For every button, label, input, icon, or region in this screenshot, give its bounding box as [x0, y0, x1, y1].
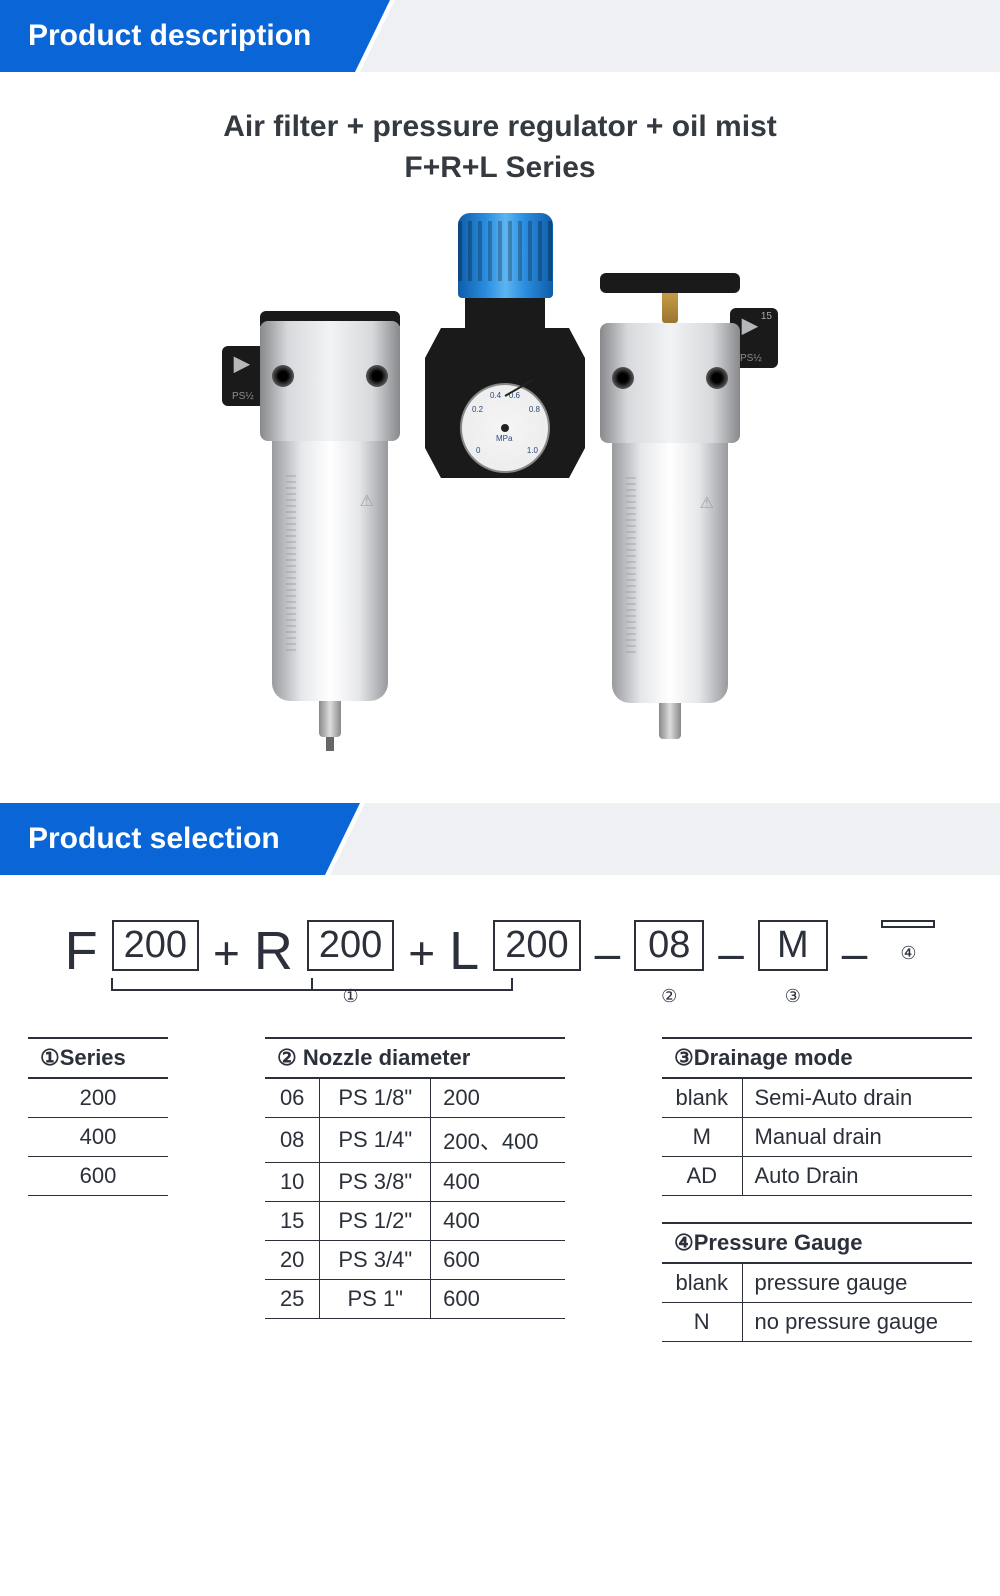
product-title: Air filter + pressure regulator + oil mi…	[0, 107, 1000, 188]
table-nozzle: ② Nozzle diameter 06PS 1/8"200 08PS 1/4"…	[265, 1037, 565, 1319]
table-drainage: ③Drainage mode blankSemi-Auto drain MMan…	[662, 1037, 972, 1196]
callout-4: ④	[900, 926, 916, 969]
table-series: ①Series 200 400 600	[28, 1037, 168, 1196]
f-op-1: +	[408, 926, 435, 980]
table-gauge: ④Pressure Gauge blankpressure gauge Nno …	[662, 1222, 972, 1342]
f-box-3: 08 ②	[634, 920, 704, 971]
banner-selection-text: Product selection	[28, 822, 280, 856]
f-box-0: 200	[112, 920, 199, 971]
f-op-4: –	[842, 926, 868, 980]
title-line1: Air filter + pressure regulator + oil mi…	[0, 107, 1000, 148]
product-image: ▶ PS½ ⚠ 0.2 0.4 0.6 0.	[0, 213, 1000, 763]
banner-gray-2	[330, 803, 1000, 875]
banner-description-text: Product description	[28, 19, 311, 53]
f-box-5: ④	[881, 920, 935, 928]
f-box-4: M ③	[758, 920, 828, 971]
f-op-2: –	[595, 926, 621, 980]
f-letter-F: F	[65, 920, 98, 982]
formula: F 200 + R 200 ① + L 200 – 08 ② – M ③ – ④	[0, 920, 1000, 982]
banner-blue-2: Product selection	[0, 803, 360, 875]
title-line2: F+R+L Series	[0, 148, 1000, 189]
tables: ①Series 200 400 600 ② Nozzle diameter 06…	[0, 1037, 1000, 1382]
formula-bracket	[92, 978, 532, 1008]
callout-3: ③	[785, 969, 801, 1012]
banner-gray	[360, 0, 1000, 72]
f-box-1: 200 ①	[307, 920, 394, 971]
f-letter-R: R	[254, 920, 293, 982]
f-op-0: +	[213, 926, 240, 980]
f-box-2: 200	[493, 920, 580, 971]
callout-1: ①	[343, 969, 359, 1012]
banner-blue: Product description	[0, 0, 390, 72]
f-letter-L: L	[449, 920, 479, 982]
f-op-3: –	[718, 926, 744, 980]
banner-description: Product description	[0, 0, 1000, 72]
callout-2: ②	[661, 969, 677, 1012]
banner-selection: Product selection	[0, 803, 1000, 875]
